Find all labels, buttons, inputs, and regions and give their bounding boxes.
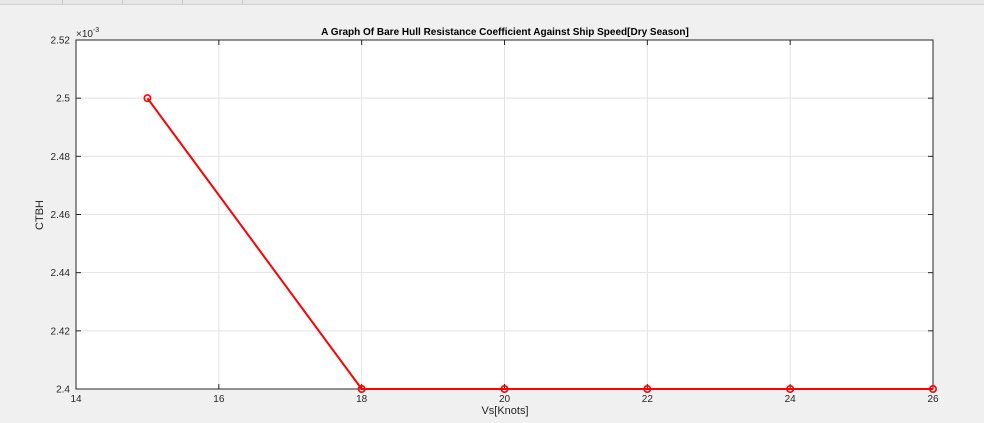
data-point (143, 94, 152, 103)
y-axis-label: CTBH (34, 200, 46, 230)
y-tick-label: 2.48 (51, 152, 71, 163)
x-tick-label: 18 (356, 394, 368, 405)
x-tick-label: 22 (642, 394, 654, 405)
data-point (643, 384, 652, 393)
y-exponent-label: ×10-3 (76, 27, 99, 40)
series-line (146, 97, 933, 390)
y-tick-labels: 2.4 2.42 2.44 2.46 2.48 2.5 2.52 (51, 36, 71, 396)
y-tick-label: 2.42 (51, 326, 71, 337)
x-tick-label: 16 (213, 394, 225, 405)
x-tick-labels: 14 16 18 20 22 24 26 (70, 394, 939, 405)
y-tick-label: 2.44 (51, 268, 71, 279)
y-tick-label: 2.4 (56, 385, 70, 396)
y-tick-label: 2.52 (51, 36, 71, 47)
x-tick-label: 20 (499, 394, 511, 405)
toolbar-strip (0, 0, 984, 5)
y-tick-label: 2.5 (56, 94, 70, 105)
data-point (357, 384, 366, 393)
x-axis-label: Vs[Knots] (481, 405, 528, 417)
data-point (786, 384, 795, 393)
chart-title: A Graph Of Bare Hull Resistance Coeffici… (321, 27, 689, 38)
data-point (928, 384, 937, 393)
y-exponent-base: ×10 (76, 29, 93, 40)
grid (76, 40, 933, 389)
x-tick-label: 24 (785, 394, 797, 405)
data-point (500, 384, 509, 393)
y-tick-label: 2.46 (51, 210, 71, 221)
y-exponent-power: -3 (93, 27, 99, 34)
x-tick-label: 14 (70, 394, 82, 405)
x-tick-label: 26 (927, 394, 939, 405)
series (143, 94, 937, 393)
